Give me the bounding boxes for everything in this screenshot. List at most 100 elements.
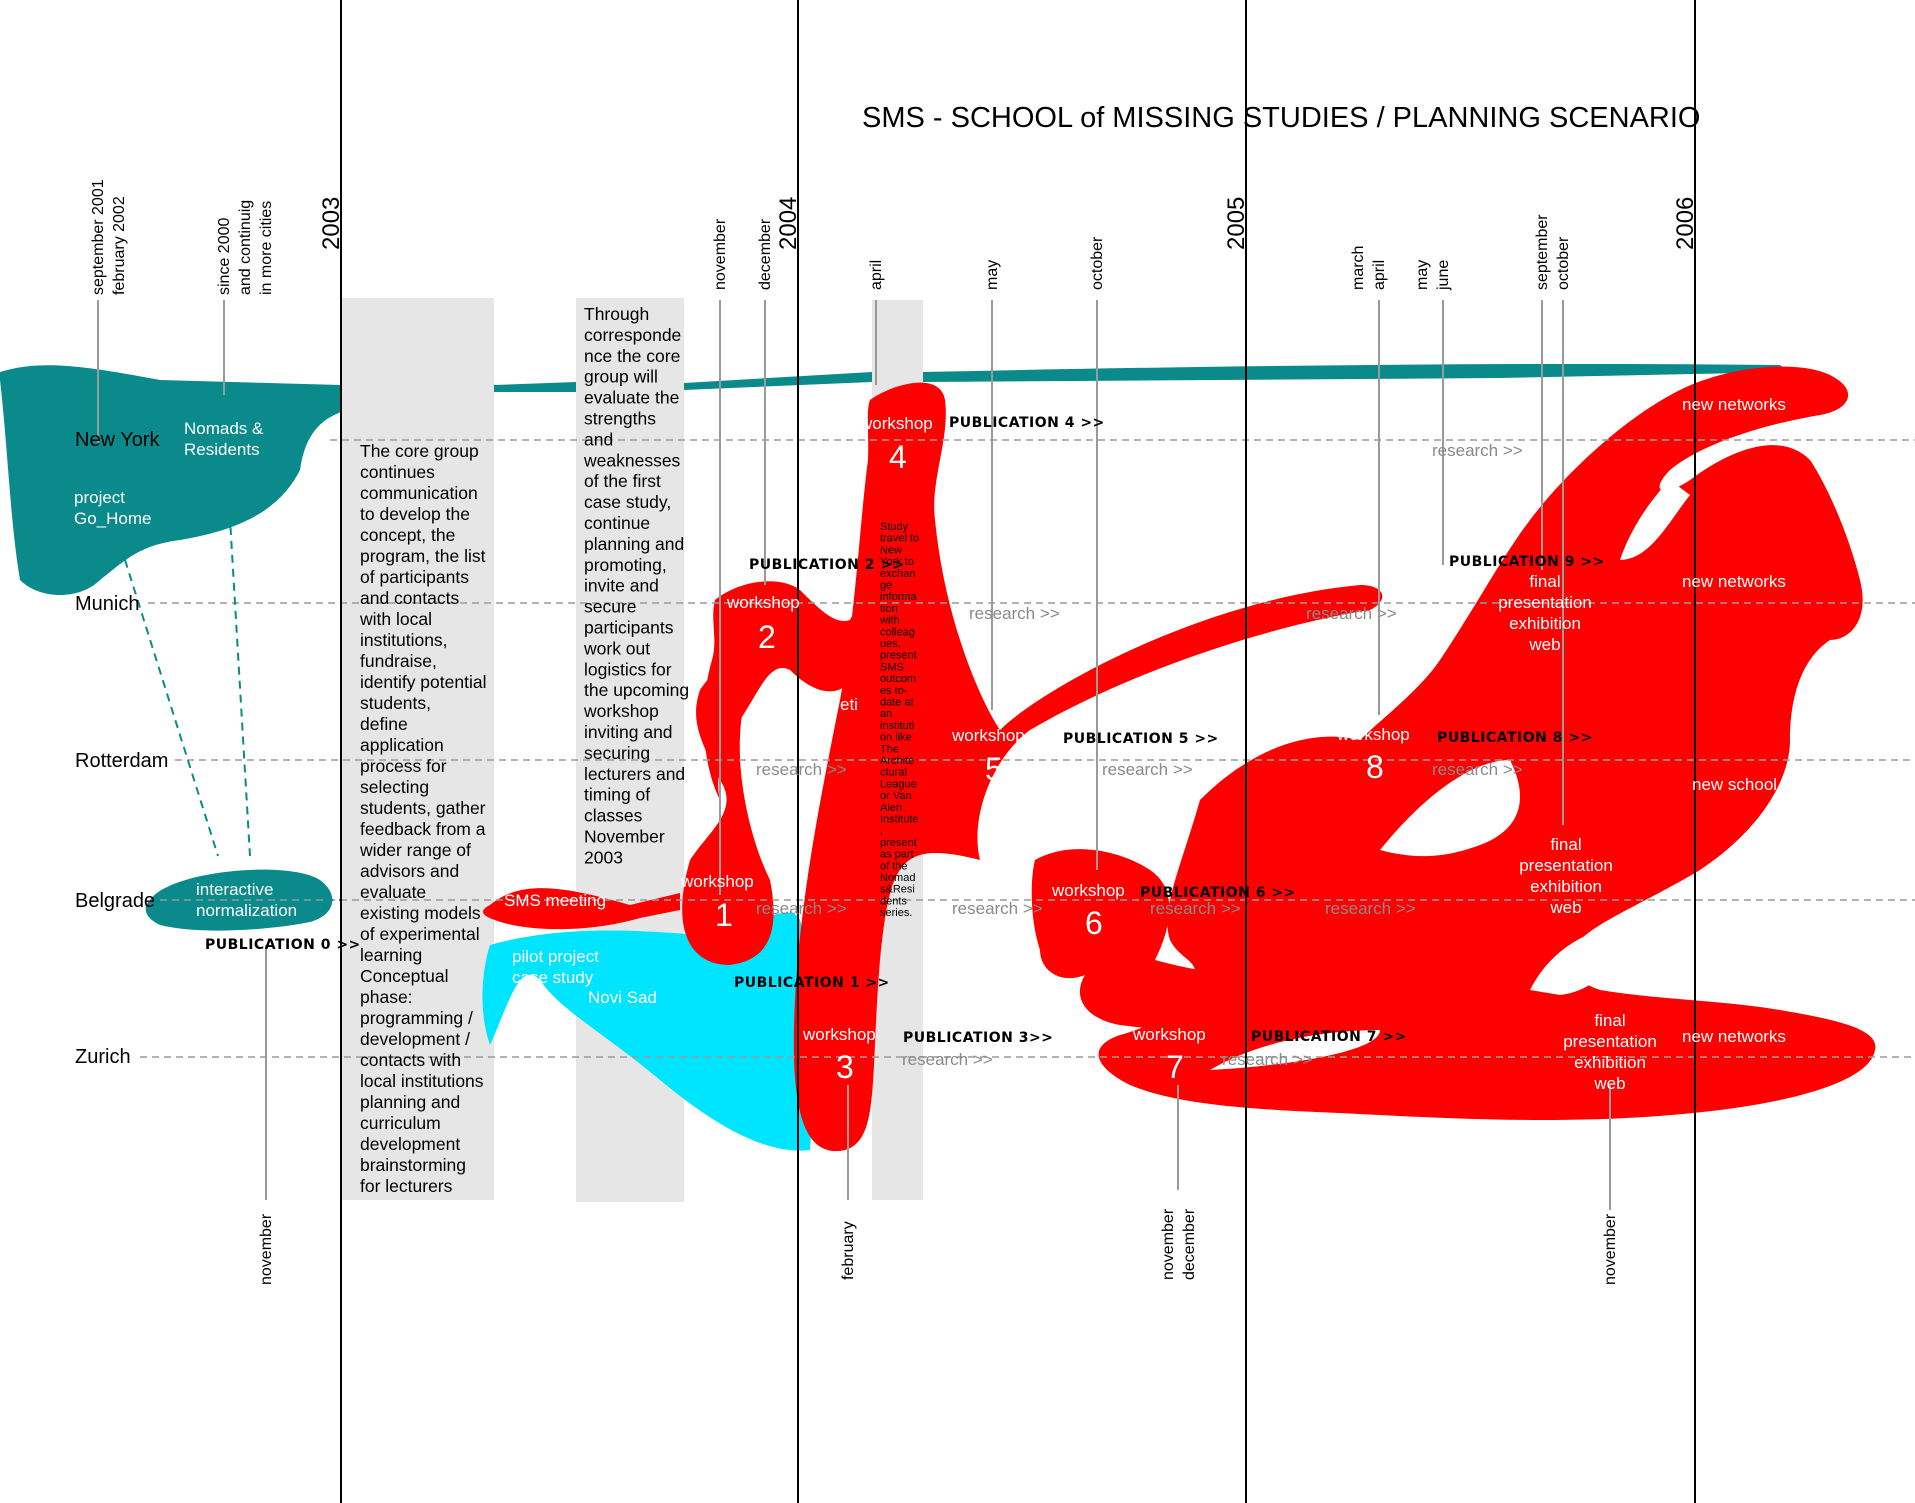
workshop-8-number: 8: [1366, 749, 1384, 785]
study-travel-line-8: tion: [880, 603, 898, 615]
teal-labels: Nomads & Residents project Go_Home inter…: [74, 419, 297, 920]
workshop-4: workshop 4: [859, 414, 933, 475]
month-dec2003: december: [757, 218, 774, 290]
study-travel-line-32: s&Resi: [880, 884, 915, 896]
correspondence-line-18: logistics for: [584, 659, 672, 679]
research-label-6: research >>: [1432, 760, 1523, 779]
workshop-8-label: workshop: [1336, 725, 1410, 744]
correspondence-line-20: workshop: [583, 701, 659, 721]
core-group-line-18: students, gather: [360, 798, 486, 818]
publication-3: PUBLICATION 3>>: [903, 1030, 1053, 1046]
month-sep2001: september 2001: [90, 179, 107, 295]
month-may2004: may: [984, 260, 1001, 290]
month-apr2004: april: [868, 260, 885, 290]
core-group-line-14: define: [360, 714, 408, 734]
publication-2: PUBLICATION 2 >>: [749, 557, 905, 573]
study-travel-line-18: instituti: [880, 720, 914, 732]
outcome-new-networks-1: new networks: [1682, 395, 1786, 414]
workshop-4-label: workshop: [859, 414, 933, 433]
month-mar2005: march: [1350, 246, 1367, 290]
final-2-line4: web: [1549, 898, 1581, 917]
outcome-new-networks-3: new networks: [1682, 1027, 1786, 1046]
correspondence-line-10: case study,: [584, 492, 671, 512]
final-3-line1: final: [1594, 1011, 1625, 1030]
red-big-right: [1098, 366, 1876, 1120]
core-group-line-22: evaluate: [360, 882, 426, 902]
correspondence-line-16: participants: [584, 618, 674, 638]
core-group-line-35: brainstorming: [360, 1155, 466, 1175]
core-group-line-24: of experimental: [360, 924, 480, 944]
month-may2005: may: [1414, 260, 1431, 290]
core-group-line-27: phase:: [360, 987, 413, 1007]
publication-6: PUBLICATION 6 >>: [1140, 885, 1296, 901]
core-group-line-7: of participants: [360, 567, 469, 587]
core-group-line-25: learning: [360, 945, 422, 965]
core-group-line-5: concept, the: [360, 525, 455, 545]
city-labels: New York Munich Rotterdam Belgrade Zuric…: [75, 429, 168, 1068]
workshop-5-label: workshop: [951, 726, 1025, 745]
correspondence-line-8: weaknesses: [583, 450, 681, 470]
workshop-2: workshop 2: [726, 593, 800, 655]
workshop-5: workshop 5: [951, 726, 1025, 787]
label-residents: Residents: [184, 440, 260, 459]
outcome-final-3: final presentation exhibition web: [1563, 1011, 1657, 1093]
core-group-line-4: to develop the: [360, 504, 470, 524]
study-travel-line-17: an: [880, 708, 892, 720]
month-feb-bottom: february: [840, 1221, 857, 1280]
outcome-final-2: final presentation exhibition web: [1519, 835, 1613, 917]
month-since2000: since 2000: [216, 218, 233, 295]
teal-interactive-blob: [145, 869, 333, 931]
month-apr2005: april: [1371, 260, 1388, 290]
city-new-york: New York: [75, 429, 160, 451]
core-group-line-12: identify potential: [360, 672, 486, 692]
core-group-line-10: institutions,: [360, 630, 448, 650]
correspondence-line-25: classes: [584, 806, 643, 826]
correspondence-line-27: 2003: [584, 847, 623, 867]
month-continuig: and continuig: [237, 200, 254, 295]
correspondence-line-14: invite and: [584, 576, 659, 596]
core-group-line-19: feedback from a: [360, 819, 486, 839]
correspondence-line-17: work out: [583, 638, 650, 658]
core-group-line-31: local institutions: [360, 1071, 484, 1091]
workshop-3-number: 3: [836, 1049, 854, 1085]
core-group-line-29: development /: [360, 1029, 470, 1049]
city-lines: [140, 439, 1915, 1058]
workshop-4-number: 4: [889, 439, 907, 475]
study-travel-line-30: of the: [880, 860, 908, 872]
final-3-line2: presentation: [1563, 1032, 1657, 1051]
study-travel-line-25: Alen: [880, 802, 902, 814]
publication-9: PUBLICATION 9 >>: [1449, 554, 1605, 570]
study-travel-line-23: League: [880, 778, 917, 790]
core-group-line-26: Conceptual: [360, 966, 449, 986]
city-rotterdam: Rotterdam: [75, 750, 168, 772]
core-group-line-3: communication: [360, 483, 478, 503]
label-interactive: interactive: [196, 880, 273, 899]
red-shapes: [483, 366, 1876, 1152]
final-1-line2: presentation: [1498, 593, 1592, 612]
red-workshop-3-4: [793, 382, 1383, 1152]
core-group-line-15: application: [360, 735, 444, 755]
core-group-line-21: advisors and: [360, 861, 459, 881]
correspondence-line-26: November: [584, 827, 665, 847]
outcomes: new networks new networks new school new…: [1498, 395, 1786, 1093]
research-label-5: research >>: [1102, 760, 1193, 779]
core-group-line-11: fundraise,: [360, 651, 437, 671]
teal-connector-1: [124, 559, 219, 857]
study-travel-line-24: or Van: [880, 790, 912, 802]
label-normalization: normalization: [196, 901, 297, 920]
workshop-6-label: workshop: [1051, 881, 1125, 900]
study-travel-line-33: dents: [880, 895, 907, 907]
study-travel-line-20: The: [880, 743, 899, 755]
study-travel-line-31: Nomad: [880, 872, 915, 884]
workshop-3-label: workshop: [802, 1025, 876, 1044]
workshop-5-number: 5: [985, 751, 1003, 787]
month-leaders: [97, 300, 1611, 1210]
workshops: workshop 1 workshop 2 workshop 3 worksho…: [680, 414, 1475, 1085]
month-dec-bottom: december: [1181, 1208, 1198, 1280]
publication-0: PUBLICATION 0 >>: [205, 937, 361, 953]
correspondence-line-11: continue: [584, 513, 650, 533]
